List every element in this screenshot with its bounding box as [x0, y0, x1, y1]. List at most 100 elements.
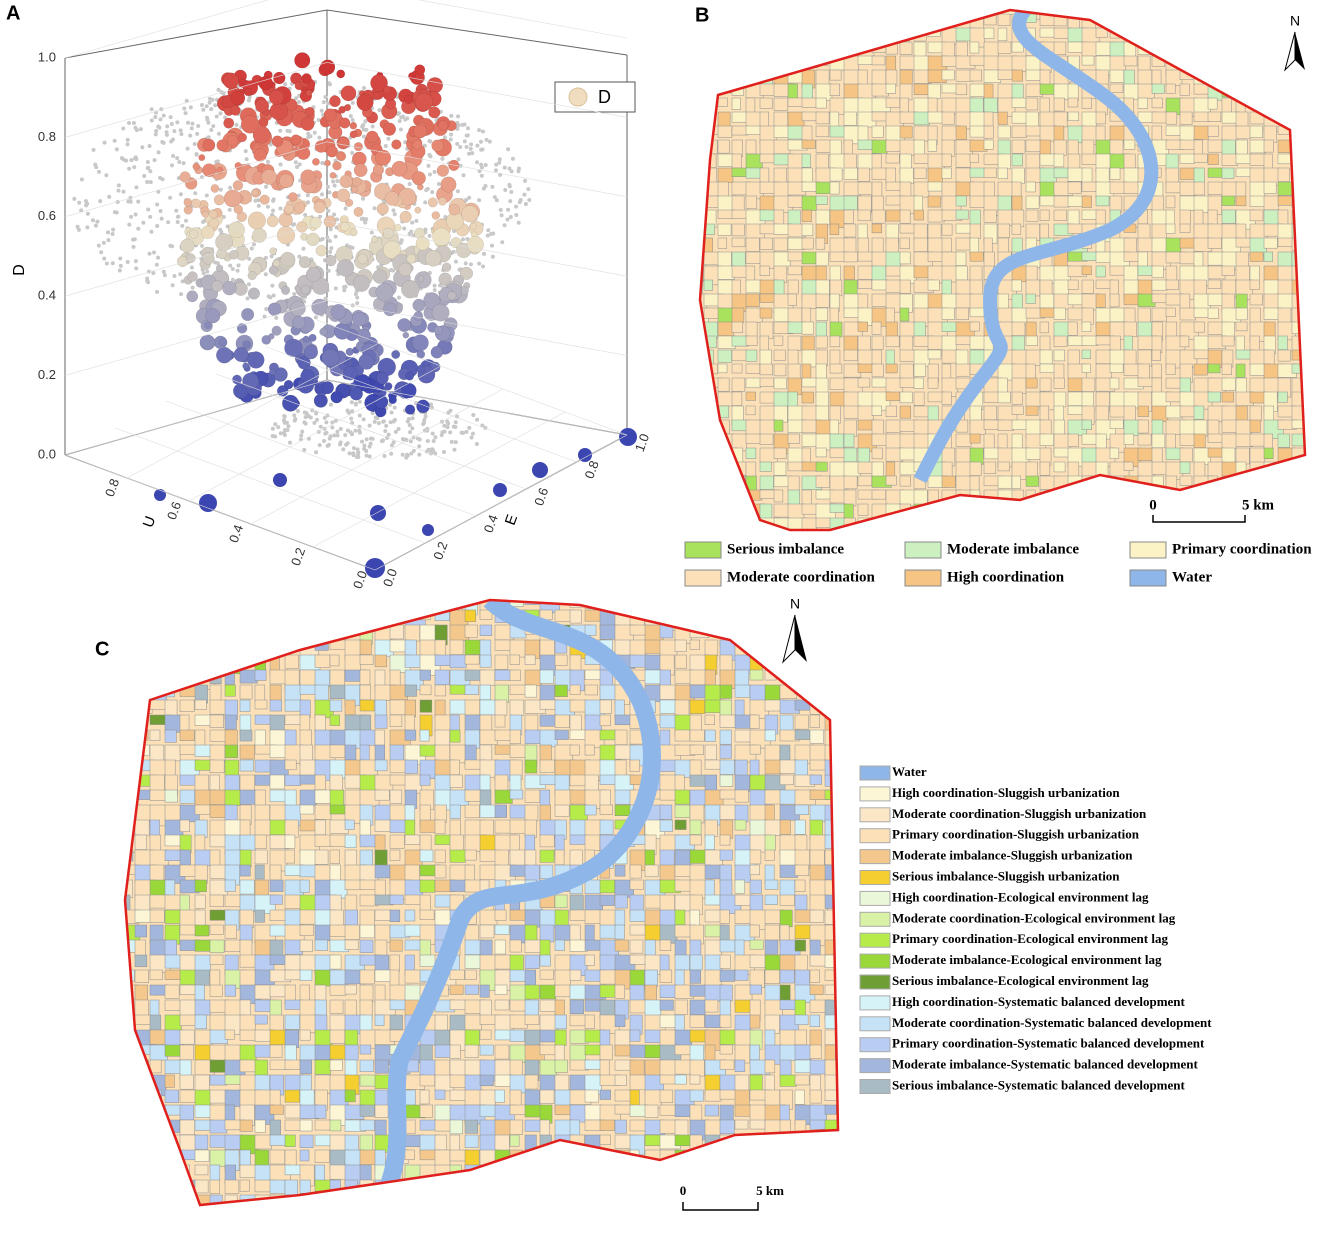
land-parcel	[1025, 125, 1041, 137]
land-parcel	[359, 924, 375, 939]
land-parcel	[389, 999, 407, 1011]
land-parcel	[824, 600, 835, 608]
land-parcel	[254, 684, 266, 703]
land-parcel	[599, 699, 612, 714]
land-parcel	[1291, 69, 1305, 90]
land-parcel	[1151, 83, 1165, 94]
scatter-shadow	[329, 246, 334, 251]
scatter-shadow	[425, 438, 430, 443]
land-parcel	[857, 167, 870, 182]
scatter-shadow	[156, 255, 161, 260]
land-parcel	[1221, 377, 1236, 391]
scatter-shadow	[121, 157, 126, 162]
scatter-shadow	[363, 119, 368, 124]
scatter-sphere	[313, 393, 328, 408]
land-parcel	[554, 984, 571, 998]
land-parcel	[1165, 83, 1176, 94]
scatter-shadow	[423, 227, 428, 232]
land-parcel	[674, 954, 690, 971]
land-parcel	[389, 714, 403, 727]
land-parcel	[829, 13, 844, 29]
land-parcel	[1179, 181, 1196, 196]
land-parcel	[997, 41, 1012, 54]
land-parcel	[829, 10, 849, 16]
land-parcel	[1249, 125, 1263, 138]
scatter-shadow	[332, 212, 337, 217]
land-parcel	[1207, 279, 1222, 289]
land-parcel	[374, 954, 390, 971]
scatter-sphere	[438, 196, 447, 206]
land-parcel	[899, 69, 913, 87]
land-parcel	[1291, 475, 1305, 488]
scatter-shadow	[297, 162, 302, 167]
grid-line	[326, 300, 628, 356]
scatter-shadow	[507, 166, 512, 171]
land-parcel	[464, 609, 477, 622]
land-parcel	[829, 265, 841, 282]
scatter-sphere	[356, 93, 374, 111]
land-parcel	[1011, 125, 1027, 138]
grid-line	[115, 427, 426, 544]
land-parcel	[239, 1029, 257, 1041]
u-tick-label: 0.0	[350, 569, 370, 591]
land-parcel	[759, 13, 778, 24]
land-parcel	[149, 654, 168, 666]
legend-label: Moderate coordination	[727, 569, 876, 585]
land-parcel	[801, 321, 814, 335]
land-parcel	[1235, 517, 1252, 530]
land-parcel	[773, 307, 790, 323]
land-parcel	[479, 939, 493, 956]
land-parcel	[759, 419, 776, 437]
land-parcel	[871, 125, 884, 138]
land-parcel	[700, 377, 701, 396]
scatter-shadow	[194, 152, 199, 157]
land-parcel	[815, 27, 831, 40]
land-parcel	[1306, 504, 1317, 519]
land-parcel	[179, 969, 196, 986]
land-parcel	[717, 69, 733, 84]
scatter-sphere	[305, 89, 313, 97]
land-parcel	[239, 600, 260, 608]
land-parcel	[1235, 111, 1249, 128]
scatter-shadow	[314, 411, 319, 416]
land-parcel	[809, 849, 825, 866]
land-parcel	[569, 729, 586, 740]
land-parcel	[434, 639, 446, 657]
land-parcel	[539, 924, 555, 943]
scatter-shadow	[216, 87, 221, 92]
land-parcel	[731, 69, 749, 84]
scatter-sphere	[242, 362, 250, 370]
land-parcel	[149, 609, 160, 623]
land-parcel	[1151, 97, 1163, 109]
land-parcel	[840, 1000, 855, 1009]
land-parcel	[629, 864, 642, 879]
land-parcel	[801, 503, 818, 515]
scatter-shadow	[376, 421, 381, 426]
scatter-shadow	[141, 220, 146, 225]
land-parcel	[840, 655, 850, 670]
land-parcel	[815, 181, 831, 195]
land-parcel	[1165, 13, 1184, 30]
land-parcel	[1249, 13, 1266, 24]
land-parcel	[539, 729, 558, 748]
scatter-shadow	[153, 115, 158, 120]
scatter-shadow	[223, 115, 228, 120]
land-parcel	[1249, 293, 1263, 306]
scatter-shadow	[327, 190, 332, 195]
land-parcel	[449, 849, 466, 863]
land-parcel	[941, 503, 955, 523]
land-parcel	[840, 940, 856, 953]
land-parcel	[194, 699, 207, 710]
land-parcel	[659, 729, 671, 747]
land-parcel	[794, 669, 805, 685]
scatter-shadow	[263, 255, 268, 260]
legend-swatch	[904, 569, 942, 587]
scatter-shadow	[166, 220, 171, 225]
land-parcel	[764, 924, 780, 941]
scatter-shadow	[388, 402, 393, 407]
land-parcel	[1025, 293, 1036, 304]
land-parcel	[164, 654, 175, 673]
scatter-shadow	[331, 179, 336, 184]
scatter-shadow	[382, 454, 387, 459]
land-parcel	[209, 939, 225, 953]
